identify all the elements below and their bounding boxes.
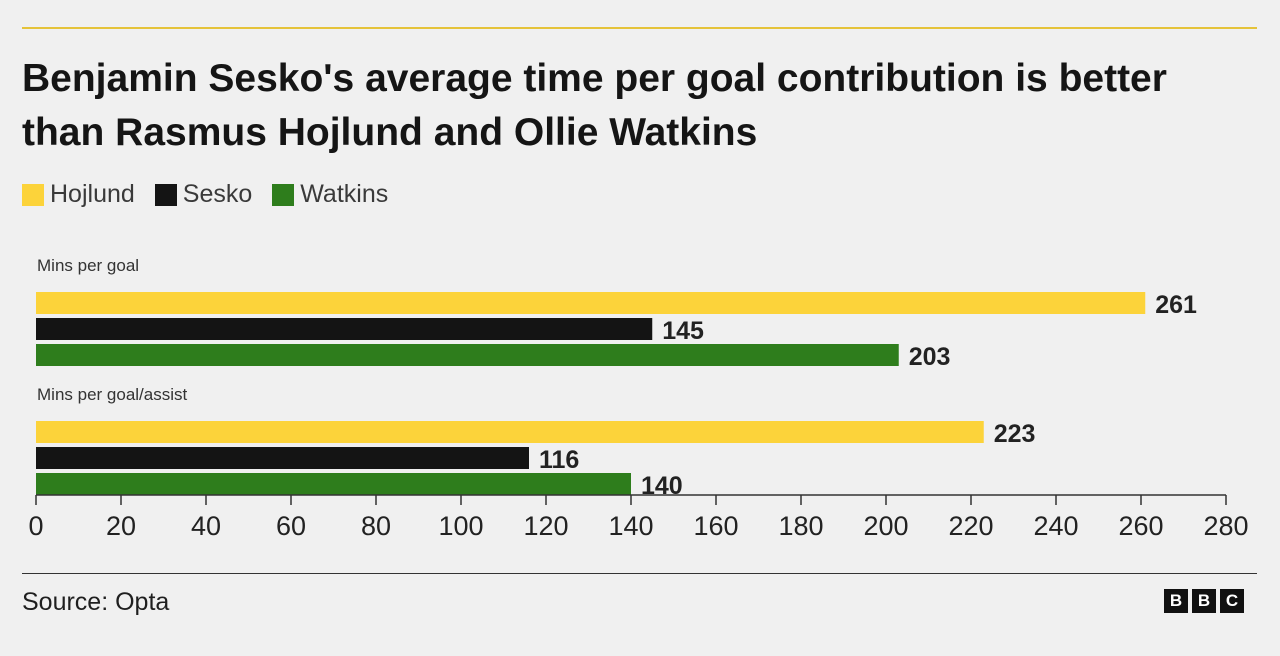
group-label: Mins per goal/assist (37, 385, 188, 404)
chart-title: Benjamin Sesko's average time per goal c… (22, 57, 1167, 154)
x-tick-label: 280 (1203, 511, 1248, 541)
bar-sesko (36, 447, 529, 469)
bar-watkins (36, 344, 899, 366)
x-tick-label: 160 (693, 511, 738, 541)
legend-swatch-watkins (272, 183, 295, 206)
top-rule (22, 27, 1257, 29)
x-tick-label: 60 (276, 511, 306, 541)
bbc-logo-letter: B (1164, 589, 1188, 613)
bar-hojlund (36, 292, 1146, 314)
x-tick-label: 0 (28, 511, 43, 541)
legend-swatch-sesko (154, 183, 177, 206)
x-tick-label: 260 (1118, 511, 1163, 541)
x-tick-label: 40 (191, 511, 221, 541)
legend-label-hojlund: Hojlund (50, 180, 135, 208)
x-tick-label: 140 (608, 511, 653, 541)
x-tick-label: 180 (778, 511, 823, 541)
bar-sesko (36, 318, 653, 340)
x-tick-label: 240 (1033, 511, 1078, 541)
source-note: Source: Opta (22, 588, 170, 616)
legend-label-sesko: Sesko (182, 180, 253, 208)
group-label: Mins per goal (37, 256, 139, 275)
x-tick-label: 100 (438, 511, 483, 541)
bar-chart: Mins per goal 261 145 203 Mins per goal/assi… (28, 256, 1248, 541)
bbc-logo-letter: C (1220, 589, 1244, 613)
x-tick-label: 120 (523, 511, 568, 541)
data-label-watkins: 203 (909, 343, 951, 371)
bar-watkins (36, 473, 631, 495)
x-tick-label: 220 (948, 511, 993, 541)
data-label-sesko: 116 (539, 446, 579, 474)
bbc-logo: B B C (1160, 589, 1244, 613)
x-tick-label: 200 (863, 511, 908, 541)
legend-item-watkins: Watkins (272, 180, 388, 209)
x-tick-label: 20 (106, 511, 136, 541)
x-tick-label: 80 (361, 511, 391, 541)
data-label-sesko: 145 (662, 317, 704, 345)
bbc-logo-letter: B (1192, 589, 1216, 613)
data-label-watkins: 140 (641, 472, 683, 500)
data-label-hojlund: 261 (1155, 291, 1197, 319)
legend-item-sesko: Sesko (154, 180, 253, 209)
bottom-rule (22, 573, 1257, 574)
legend-label-watkins: Watkins (300, 180, 389, 208)
data-label-hojlund: 223 (994, 420, 1036, 448)
bar-hojlund (36, 421, 984, 443)
legend: Hojlund Sesko Watkins (22, 180, 408, 209)
legend-swatch-hojlund (22, 183, 44, 206)
legend-item-hojlund: Hojlund (22, 180, 135, 209)
